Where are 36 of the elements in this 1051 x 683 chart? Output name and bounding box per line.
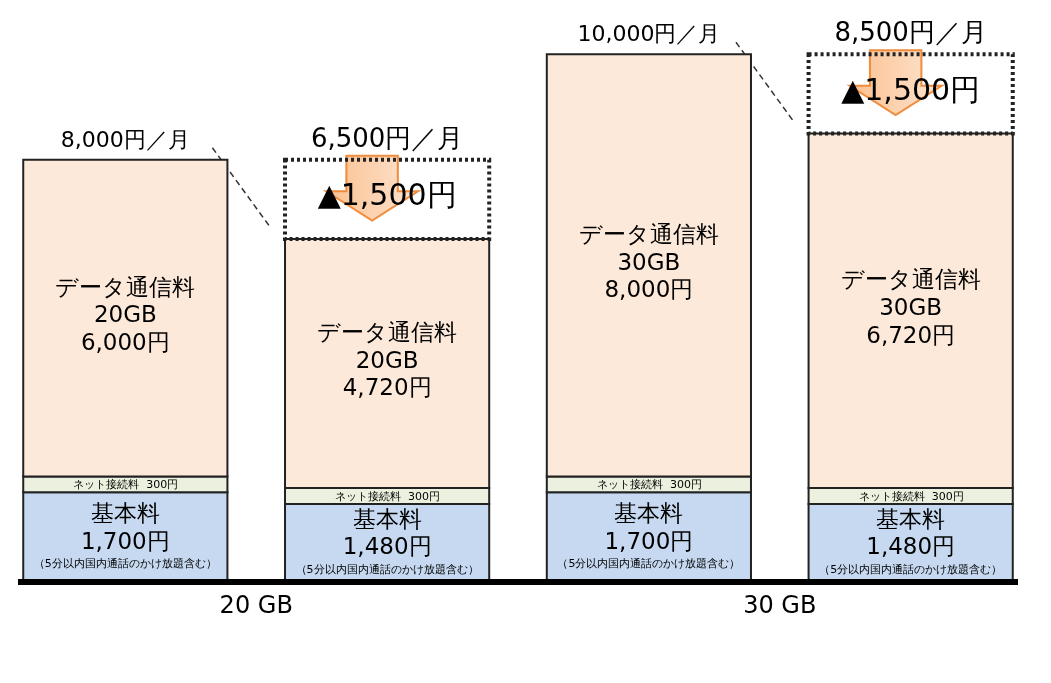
text: データ通信料 <box>55 273 196 300</box>
text: データ通信料 <box>317 319 458 346</box>
annotation: （5分以内国内通話のかけ放題含む） <box>557 557 741 571</box>
data-label: 20GB 6,000円 <box>80 301 170 355</box>
text: データ通信料 <box>578 220 719 247</box>
series-label: データ通信料 <box>840 266 981 293</box>
text: ネット接続料 <box>335 489 402 503</box>
data-label: 1,480円 <box>866 533 956 560</box>
data-label: 20GB 4,720円 <box>342 346 432 401</box>
data-label: 30GB 8,000円 <box>604 248 694 303</box>
annotation: 6,500円／月 <box>310 122 464 153</box>
annotation: （5分以内国内通話のかけ放題含む） <box>295 562 479 576</box>
data-label: 30GB 6,720円 <box>866 293 956 348</box>
data-label: 300円 <box>408 489 441 503</box>
annotation: （5分以内国内通話のかけ放題含む） <box>33 557 217 571</box>
data-label: 1,480円 <box>342 533 432 560</box>
data-label: 1,700円 <box>604 527 694 554</box>
text: 基本料 <box>90 499 160 526</box>
data-label: 300円 <box>931 489 964 503</box>
series-label: 基本料 <box>352 505 422 532</box>
data-label: 1,700円 <box>80 527 170 554</box>
text: 基本料 <box>876 505 946 532</box>
annotation: （5分以内国内通話のかけ放題含む） <box>819 562 1003 576</box>
data-label: 300円 <box>669 478 702 492</box>
text: 30 GB <box>743 591 817 619</box>
text: 基本料 <box>614 499 684 526</box>
text: 10,000円／月 <box>577 21 721 47</box>
series-label: ネット接続料 <box>73 478 140 492</box>
data-label: ▲1,500円 <box>317 177 457 213</box>
text: 20 GB <box>219 591 293 619</box>
data-label: ▲1,500円 <box>841 71 981 107</box>
data-label: 300円 <box>146 478 179 492</box>
text: ネット接続料 <box>858 489 925 503</box>
annotation: 8,000円／月 <box>60 126 190 152</box>
text: 8,500円／月 <box>834 17 987 48</box>
text: ネット接続料 <box>596 478 663 492</box>
